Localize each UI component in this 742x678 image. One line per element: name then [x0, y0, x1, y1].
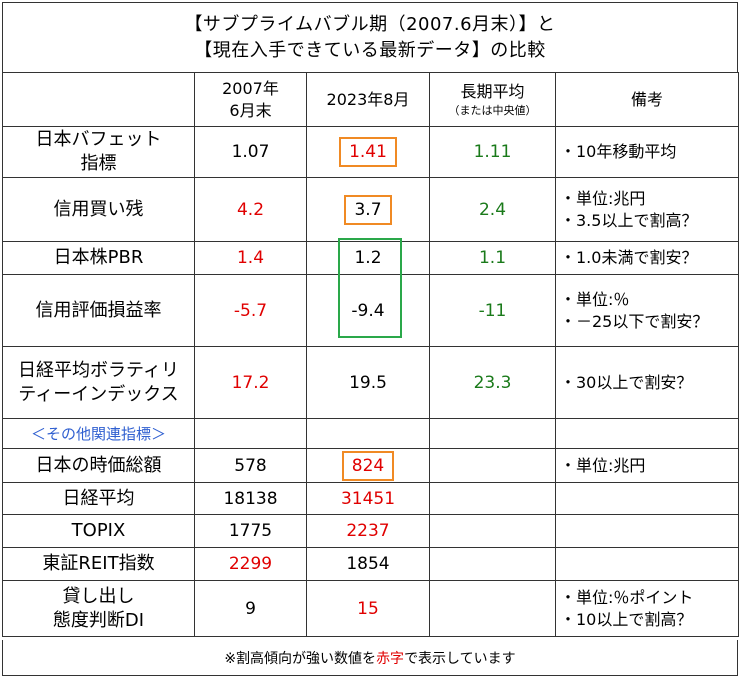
- header-notes: 備考: [555, 72, 739, 127]
- value-2007: 1.07: [194, 126, 307, 178]
- row-market-cap: 日本の時価総額 578 824 ・単位:兆円: [2, 448, 739, 483]
- value-2023: 1.41: [306, 126, 430, 178]
- note: ・30以上で割安？: [555, 346, 739, 419]
- value-2023: 1.2: [306, 241, 430, 275]
- value-2023: -9.4: [306, 274, 430, 347]
- row-label: 信用買い残: [2, 177, 195, 242]
- value-average: 2.4: [429, 177, 556, 242]
- title-line-2: 【現在入手できている最新データ】の比較: [194, 39, 546, 61]
- note: ・10年移動平均: [555, 126, 739, 178]
- value-2023: 31451: [306, 482, 430, 515]
- row-label: 日本株PBR: [2, 241, 195, 275]
- value-2007: 2299: [194, 547, 307, 581]
- footer-note: ※割高傾向が強い数値を 赤字 で表示しています: [2, 640, 738, 676]
- row-buffett-indicator: 日本バフェット 指標 1.07 1.41 1.11 ・10年移動平均: [2, 126, 739, 178]
- value-average: -11: [429, 274, 556, 347]
- row-label: 日本バフェット 指標: [2, 126, 195, 178]
- section-row: ＜その他関連指標＞: [2, 418, 739, 449]
- note: ・1.0未満で割安？: [555, 241, 739, 275]
- row-label: 東証REIT指数: [2, 547, 195, 581]
- row-margin-valuation: 信用評価損益率 -5.7 -9.4 -11 ・単位:％ ・－25以下で割安？: [2, 274, 739, 347]
- note: ・単位:兆円 ・3.5以上で割高？: [555, 177, 739, 242]
- note: ・単位:％ポイント ・10以上で割高？: [555, 580, 739, 637]
- value-2023: 15: [306, 580, 430, 637]
- row-label: 信用評価損益率: [2, 274, 195, 347]
- highlight-box: 824: [341, 450, 395, 481]
- value-2023: 3.7: [306, 177, 430, 242]
- header-long-term-average: 長期平均 （または中央値）: [429, 72, 556, 127]
- value-average: 1.11: [429, 126, 556, 178]
- value-2007: -5.7: [194, 274, 307, 347]
- row-label: 日経平均ボラティリ ティーインデックス: [2, 346, 195, 419]
- value-2007: 1775: [194, 514, 307, 548]
- value-2023: 19.5: [306, 346, 430, 419]
- value-2007: 1.4: [194, 241, 307, 275]
- page-title: 【サブプライムバブル期（2007.6月末）】と 【現在入手できている最新データ】…: [2, 2, 738, 72]
- highlight-box: 1.41: [339, 137, 397, 167]
- row-reit-index: 東証REIT指数 2299 1854: [2, 547, 739, 581]
- row-margin-buying: 信用買い残 4.2 3.7 2.4 ・単位:兆円 ・3.5以上で割高？: [2, 177, 739, 242]
- comparison-table: 2007年 6月末 2023年8月 長期平均 （または中央値） 備考 日本バフェット…: [2, 72, 739, 637]
- value-2023: 824: [306, 448, 430, 483]
- header-blank: [2, 72, 195, 127]
- value-average: 23.3: [429, 346, 556, 419]
- row-volatility-index: 日経平均ボラティリ ティーインデックス 17.2 19.5 23.3 ・30以上で…: [2, 346, 739, 419]
- header-2007: 2007年 6月末: [194, 72, 307, 127]
- row-label: 貸し出し 態度判断DI: [2, 580, 195, 637]
- row-pbr: 日本株PBR 1.4 1.2 1.1 ・1.0未満で割安？: [2, 241, 739, 275]
- title-line-1: 【サブプライムバブル期（2007.6月末）】と: [184, 13, 556, 35]
- row-label: 日本の時価総額: [2, 448, 195, 483]
- value-2023: 1854: [306, 547, 430, 581]
- value-2007: 17.2: [194, 346, 307, 419]
- header-2023: 2023年8月: [306, 72, 430, 127]
- value-2007: 9: [194, 580, 307, 637]
- note: ・単位:兆円: [555, 448, 739, 483]
- value-2007: 4.2: [194, 177, 307, 242]
- row-topix: TOPIX 1775 2237: [2, 514, 739, 548]
- row-label: TOPIX: [2, 514, 195, 548]
- value-2007: 18138: [194, 482, 307, 515]
- value-2023: 2237: [306, 514, 430, 548]
- row-label: 日経平均: [2, 482, 195, 515]
- row-nikkei: 日経平均 18138 31451: [2, 482, 739, 515]
- highlight-box: 3.7: [344, 194, 392, 225]
- section-label: ＜その他関連指標＞: [2, 418, 195, 449]
- note: ・単位:％ ・－25以下で割安？: [555, 274, 739, 347]
- value-2007: 578: [194, 448, 307, 483]
- value-average: 1.1: [429, 241, 556, 275]
- row-lending-di: 貸し出し 態度判断DI 9 15 ・単位:％ポイント ・10以上で割高？: [2, 580, 739, 637]
- header-row: 2007年 6月末 2023年8月 長期平均 （または中央値） 備考: [2, 72, 739, 127]
